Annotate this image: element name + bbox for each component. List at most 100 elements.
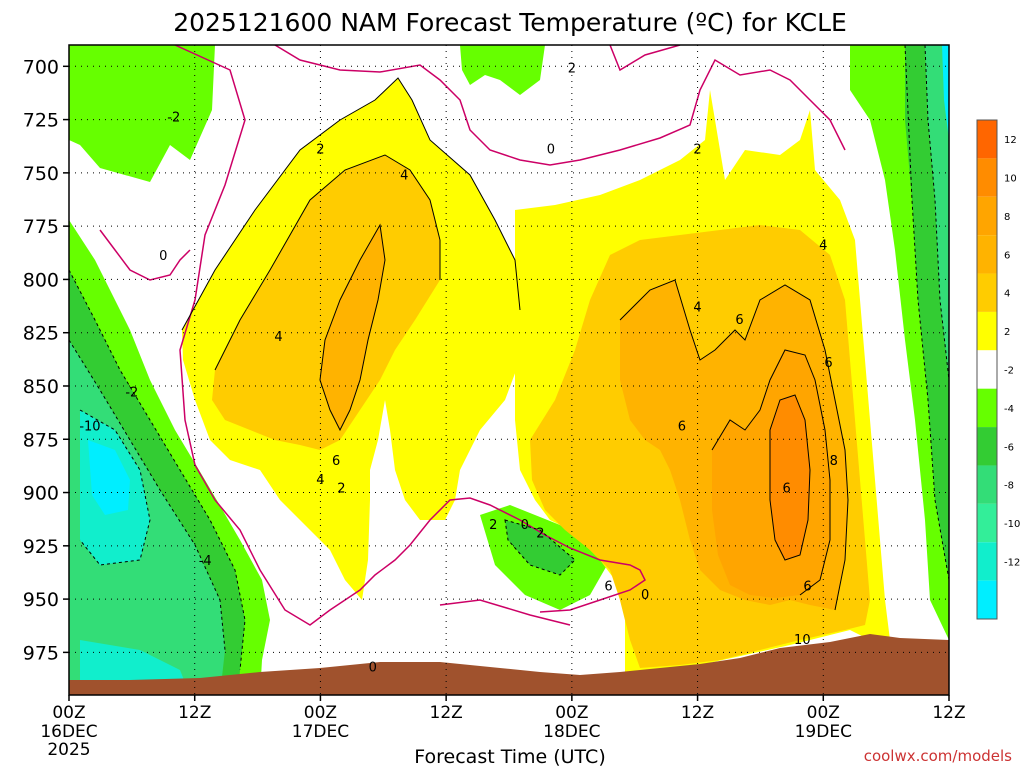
contour-label: 4 [693,300,701,315]
contour-label: -4 [199,554,212,569]
y-tick-label: 850 [23,376,59,398]
colorbar-bin [977,120,997,159]
colorbar-bin [977,542,997,581]
contour-label: 6 [803,580,811,595]
x-axis-title: Forecast Time (UTC) [414,746,605,768]
x-tick-year: 2025 [47,740,90,760]
contour-label: 0 [295,707,303,722]
contour-label: 0 [547,143,555,158]
contour-label: 4 [274,330,282,345]
y-axis: 700 725 750 775 800 825 850 875 900 925 950 975 [23,56,69,664]
isotherm-zero [99,45,846,626]
region-cold-right-deepest [942,45,949,140]
contour-label: -2 [167,111,180,126]
y-tick-label: 950 [23,589,59,611]
contour-label: 8 [830,454,838,469]
colorbar-bin [977,388,997,428]
x-tick-label: 00Z [807,703,840,723]
colorbar-frame [976,119,998,620]
y-tick-label: 725 [23,110,59,132]
colorbar-label: 4 [1004,289,1010,300]
colorbar-bin [977,235,997,274]
gridlines [69,45,949,695]
contour-label: 4 [400,168,408,183]
x-tick-date: 18DEC [543,722,600,742]
colorbar-label: 8 [1004,212,1010,223]
y-tick-label: 925 [23,536,59,558]
colorbar-label: -12 [1004,557,1020,568]
colorbar-label: 6 [1004,250,1010,261]
colorbar-bin [977,427,997,466]
y-tick-label: 975 [23,642,59,664]
region-warm10-plume-right [770,395,810,560]
y-tick-label: 775 [23,216,59,238]
colorbar-label: -8 [1004,481,1014,492]
x-tick-label: 12Z [681,703,714,723]
colorbar-label: 10 [1004,174,1017,185]
contour-label: 0 [159,249,167,264]
contour-label: 6 [824,356,832,371]
chart-title: 2025121600 NAM Forecast Temperature (ºC)… [173,8,847,37]
contour-lines-dashed [69,45,949,671]
region-cold-left-core [88,440,130,515]
colorbar-label: -2 [1004,366,1014,377]
plot-frame [68,44,950,696]
contour-label: 2 [489,518,497,533]
colorbar-label: -6 [1004,442,1014,453]
colorbar-bin [977,503,997,543]
contour-label: -2 [125,386,138,401]
contour-lines [181,77,849,611]
contour-label: 2 [693,143,701,158]
y-tick-label: 825 [23,323,59,345]
x-tick-date: 17DEC [292,722,349,742]
terrain [69,634,949,695]
contour-label: 2 [536,526,544,541]
region-cold-pocket-core [505,520,575,575]
y-tick-label: 700 [23,56,59,78]
colorbar-bin [977,196,997,236]
x-tick-label: 12Z [932,703,965,723]
y-tick-label: 800 [23,269,59,291]
colorbar-label: 12 [1004,135,1017,146]
x-tick-label: 00Z [52,703,85,723]
contour-label: 2 [337,482,345,497]
colorbar-bin [977,350,997,389]
contour-label: 0 [369,661,377,676]
x-tick-date: 19DEC [795,722,852,742]
colorbar-label: -10 [1004,519,1020,530]
y-tick-label: 900 [23,483,59,505]
contour-label: 10 [794,633,811,648]
region-warm6-plume-left [320,225,385,430]
contour-label: -10 [79,420,100,435]
colorbar-bin [977,580,997,619]
contour-label: 6 [782,482,790,497]
colorbar-label: -4 [1004,404,1014,415]
colorbar: 12 10 8 6 4 2 -2 -4 -6 -8 -10 -12 [976,119,1020,620]
contour-label: 6 [332,454,340,469]
region-cold-top [460,45,545,95]
y-tick-label: 875 [23,429,59,451]
colorbar-bin [977,465,997,504]
y-tick-label: 750 [23,163,59,185]
contour-label: 0 [641,588,649,603]
x-tick-date: 16DEC [40,722,97,742]
contour-label: 6 [604,580,612,595]
x-tick-label: 12Z [430,703,463,723]
colorbar-label: 2 [1004,327,1010,338]
contour-label: 6 [735,313,743,328]
region-cold-right-deep [925,45,949,380]
contour-label: 4 [316,473,324,488]
x-tick-label: 00Z [555,703,588,723]
colorbar-bin [977,158,997,197]
contour-label: 4 [819,239,827,254]
colorbar-bin [977,311,997,351]
credit-text: coolwx.com/models [864,747,1012,765]
colorbar-bin [977,273,997,312]
x-tick-label: 00Z [304,703,337,723]
x-tick-label: 12Z [178,703,211,723]
region-warm4-plume-left [212,155,440,450]
